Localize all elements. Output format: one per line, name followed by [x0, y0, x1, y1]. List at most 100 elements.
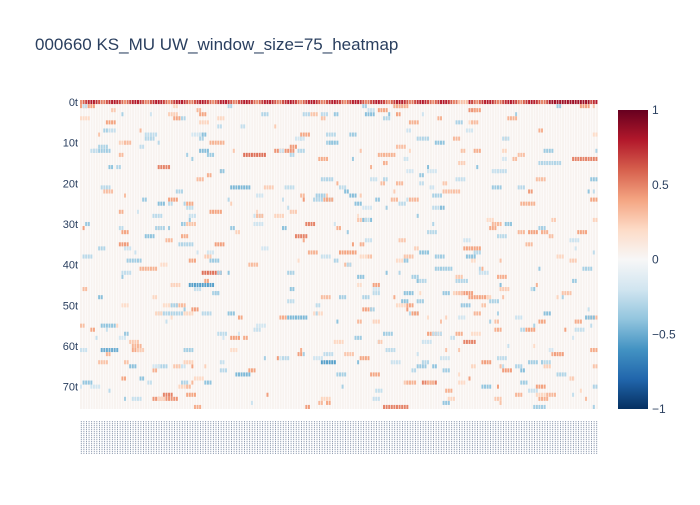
heatmap-cell — [432, 169, 435, 174]
heatmap-cell — [92, 327, 95, 332]
heatmap-cell — [196, 376, 199, 381]
heatmap-cell — [447, 356, 450, 361]
heatmap-cell — [582, 230, 585, 235]
heatmap-cell — [484, 384, 487, 389]
heatmap-cell — [507, 136, 510, 141]
heatmap-cell — [406, 258, 409, 263]
heatmap-cell — [496, 100, 499, 105]
heatmap-cell — [455, 136, 458, 141]
heatmap-cell — [196, 132, 199, 137]
heatmap-cell — [333, 140, 336, 145]
heatmap-cell — [390, 348, 393, 353]
heatmap-cell — [502, 234, 505, 239]
heatmap-cell — [548, 348, 551, 353]
heatmap-cell — [219, 331, 222, 336]
heatmap-cell — [326, 100, 329, 105]
heatmap-cell — [302, 112, 305, 117]
heatmap-cell — [465, 291, 468, 296]
heatmap-cell — [504, 148, 507, 153]
heatmap-cell — [377, 372, 380, 377]
heatmap-cell — [377, 282, 380, 288]
heatmap-cell — [489, 384, 492, 389]
heatmap-cell — [587, 104, 590, 109]
heatmap-cell — [186, 348, 189, 353]
heatmap-cell — [569, 238, 572, 243]
heatmap-cell — [240, 185, 243, 190]
heatmap-cell — [188, 384, 191, 389]
heatmap-cell — [447, 396, 450, 401]
heatmap-cell — [282, 213, 285, 218]
heatmap-cell — [201, 177, 204, 182]
heatmap-cell — [359, 356, 362, 361]
heatmap-cell — [463, 380, 466, 385]
heatmap-cell — [178, 384, 181, 389]
heatmap-cell — [269, 185, 272, 190]
heatmap-cell — [152, 266, 155, 271]
heatmap-cell — [473, 250, 476, 255]
heatmap-cell — [232, 100, 235, 105]
heatmap-cell — [362, 274, 365, 279]
heatmap-cell — [528, 388, 531, 393]
heatmap-cell — [186, 380, 189, 385]
heatmap-cell — [535, 282, 538, 288]
heatmap-cell — [416, 197, 419, 202]
heatmap-cell — [367, 254, 370, 259]
heatmap-cell — [465, 254, 468, 259]
heatmap-cell — [129, 246, 132, 251]
heatmap-cell — [522, 230, 525, 235]
heatmap-cell — [406, 254, 409, 259]
heatmap-cell — [427, 339, 430, 344]
heatmap-cell — [551, 348, 554, 353]
heatmap-cell — [292, 287, 295, 292]
heatmap-cell — [142, 144, 145, 149]
heatmap-cell — [147, 266, 150, 271]
heatmap-cell — [339, 226, 341, 231]
heatmap-cell — [408, 303, 411, 308]
heatmap-cell — [212, 250, 215, 255]
heatmap-cell — [152, 136, 155, 141]
heatmap-cell — [564, 372, 567, 377]
heatmap-cell — [186, 234, 189, 239]
heatmap-cell — [502, 156, 505, 161]
heatmap-cell — [201, 112, 204, 117]
heatmap-cell — [144, 266, 147, 271]
heatmap-cell — [357, 319, 360, 324]
colorbar-tick-label: 0.5 — [652, 178, 669, 192]
heatmap-cell — [108, 352, 111, 357]
heatmap-cell — [471, 291, 474, 296]
heatmap-cell — [450, 388, 453, 393]
heatmap-cell — [486, 217, 489, 222]
heatmap-cell — [118, 226, 121, 231]
heatmap-cell — [538, 100, 541, 105]
heatmap-cell — [408, 311, 411, 316]
heatmap-cell — [465, 246, 468, 251]
heatmap-cell — [595, 197, 598, 202]
heatmap-cell — [199, 108, 202, 113]
heatmap-cell — [458, 348, 461, 353]
heatmap-cell — [592, 384, 595, 389]
heatmap-cell — [579, 104, 582, 109]
heatmap-cell — [217, 209, 220, 214]
heatmap-cell — [375, 282, 378, 288]
heatmap-cell — [136, 348, 139, 353]
heatmap-cell — [414, 100, 417, 105]
heatmap-cell — [204, 254, 207, 259]
heatmap-cell — [103, 148, 106, 153]
heatmap-cell — [80, 384, 82, 389]
heatmap-cell — [217, 258, 220, 263]
heatmap-cell — [434, 364, 437, 369]
heatmap-cell — [263, 185, 266, 190]
heatmap-cell — [566, 100, 569, 105]
heatmap-cell — [282, 226, 285, 231]
heatmap-cell — [165, 392, 168, 397]
heatmap-cell — [543, 100, 546, 105]
heatmap-cell — [333, 100, 336, 105]
heatmap-cell — [385, 116, 388, 121]
heatmap-cell — [380, 181, 383, 186]
heatmap-cell — [478, 100, 481, 105]
heatmap-cell — [375, 287, 378, 292]
heatmap-cell — [452, 396, 455, 401]
heatmap-cell — [429, 185, 432, 190]
heatmap-cell — [574, 238, 577, 243]
heatmap-cell — [403, 404, 406, 409]
